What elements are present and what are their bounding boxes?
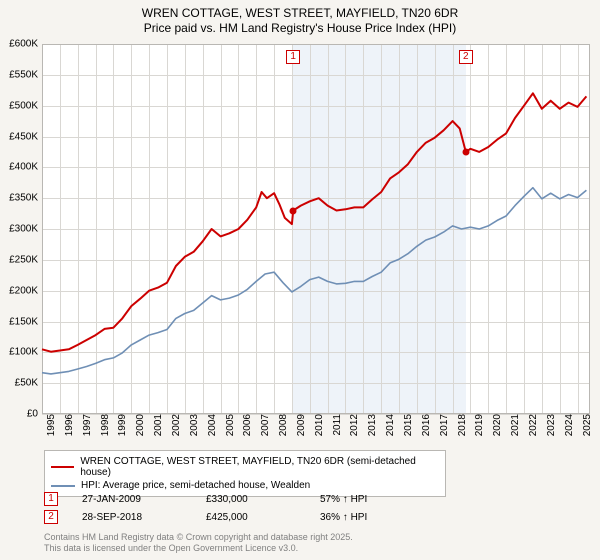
x-axis-tick-label: 1997 [78,414,93,436]
transaction-marker-box: 2 [459,50,473,64]
x-axis-tick-label: 2021 [506,414,521,436]
x-axis-tick-label: 1998 [96,414,111,436]
transaction-date: 27-JAN-2009 [82,494,182,505]
x-axis-tick-label: 2015 [399,414,414,436]
transaction-marker-box: 1 [286,50,300,64]
x-axis-tick-label: 2022 [524,414,539,436]
x-axis-tick-label: 2018 [453,414,468,436]
x-axis-tick-label: 1999 [113,414,128,436]
x-axis-tick-label: 2004 [203,414,218,436]
y-axis-tick-label: £100K [9,347,42,358]
transaction-price: £425,000 [206,512,296,523]
attribution-line-2: This data is licensed under the Open Gov… [44,543,353,554]
x-axis-tick-label: 2001 [149,414,164,436]
x-axis-tick-label: 1995 [42,414,57,436]
y-axis-tick-label: £150K [9,316,42,327]
x-axis-tick-label: 2019 [470,414,485,436]
transaction-price: £330,000 [206,494,296,505]
x-axis-tick-label: 2002 [167,414,182,436]
transaction-marker-dot [290,207,297,214]
plot-area: £0£50K£100K£150K£200K£250K£300K£350K£400… [42,44,590,414]
y-axis-tick-label: £600K [9,39,42,50]
attribution-line-1: Contains HM Land Registry data © Crown c… [44,532,353,543]
x-axis-tick-label: 2020 [488,414,503,436]
transaction-marker-ref: 2 [44,510,58,524]
x-axis-tick-label: 1996 [60,414,75,436]
y-axis-tick-label: £400K [9,162,42,173]
transactions-table: 1 27-JAN-2009 £330,000 57% ↑ HPI 2 28-SEP-201… [44,490,367,526]
y-axis-tick-label: £250K [9,254,42,265]
transaction-row: 2 28-SEP-2018 £425,000 36% ↑ HPI [44,508,367,526]
y-axis-tick-label: £300K [9,224,42,235]
legend-swatch [51,466,74,468]
title-block: WREN COTTAGE, WEST STREET, MAYFIELD, TN2… [0,0,600,36]
title-line-1: WREN COTTAGE, WEST STREET, MAYFIELD, TN2… [0,6,600,21]
chart-container: WREN COTTAGE, WEST STREET, MAYFIELD, TN2… [0,0,600,560]
y-axis-tick-label: £350K [9,193,42,204]
y-axis-tick-label: £50K [15,378,42,389]
x-axis-tick-label: 2003 [185,414,200,436]
series-layer [42,44,590,414]
y-axis-tick-label: £450K [9,131,42,142]
transaction-date: 28-SEP-2018 [82,512,182,523]
transaction-marker-ref: 1 [44,492,58,506]
x-axis-tick-label: 2014 [381,414,396,436]
legend-item: WREN COTTAGE, WEST STREET, MAYFIELD, TN2… [51,455,439,479]
x-axis-tick-label: 2016 [417,414,432,436]
transaction-marker-dot [462,148,469,155]
transaction-row: 1 27-JAN-2009 £330,000 57% ↑ HPI [44,490,367,508]
y-axis-tick-label: £200K [9,285,42,296]
x-axis-tick-label: 2023 [542,414,557,436]
y-axis-tick-label: £0 [27,409,42,420]
transaction-delta: 57% ↑ HPI [320,494,367,505]
x-axis-tick-label: 2009 [292,414,307,436]
x-axis-tick-label: 2008 [274,414,289,436]
x-axis-tick-label: 2017 [435,414,450,436]
x-axis-tick-label: 2010 [310,414,325,436]
legend-label: WREN COTTAGE, WEST STREET, MAYFIELD, TN2… [80,456,439,478]
y-axis-tick-label: £550K [9,69,42,80]
x-axis-tick-label: 2007 [256,414,271,436]
x-axis-tick-label: 2005 [221,414,236,436]
title-line-2: Price paid vs. HM Land Registry's House … [0,21,600,36]
series-hpi [42,188,586,374]
legend-swatch [51,485,75,487]
x-axis-tick-label: 2000 [131,414,146,436]
x-axis-tick-label: 2006 [238,414,253,436]
transaction-delta: 36% ↑ HPI [320,512,367,523]
series-price-paid [42,93,586,351]
x-axis-tick-label: 2025 [578,414,593,436]
x-axis-tick-label: 2012 [345,414,360,436]
x-axis-tick-label: 2011 [328,414,343,436]
attribution-text: Contains HM Land Registry data © Crown c… [44,532,353,554]
x-axis-tick-label: 2024 [560,414,575,436]
y-axis-tick-label: £500K [9,100,42,111]
x-axis-tick-label: 2013 [363,414,378,436]
